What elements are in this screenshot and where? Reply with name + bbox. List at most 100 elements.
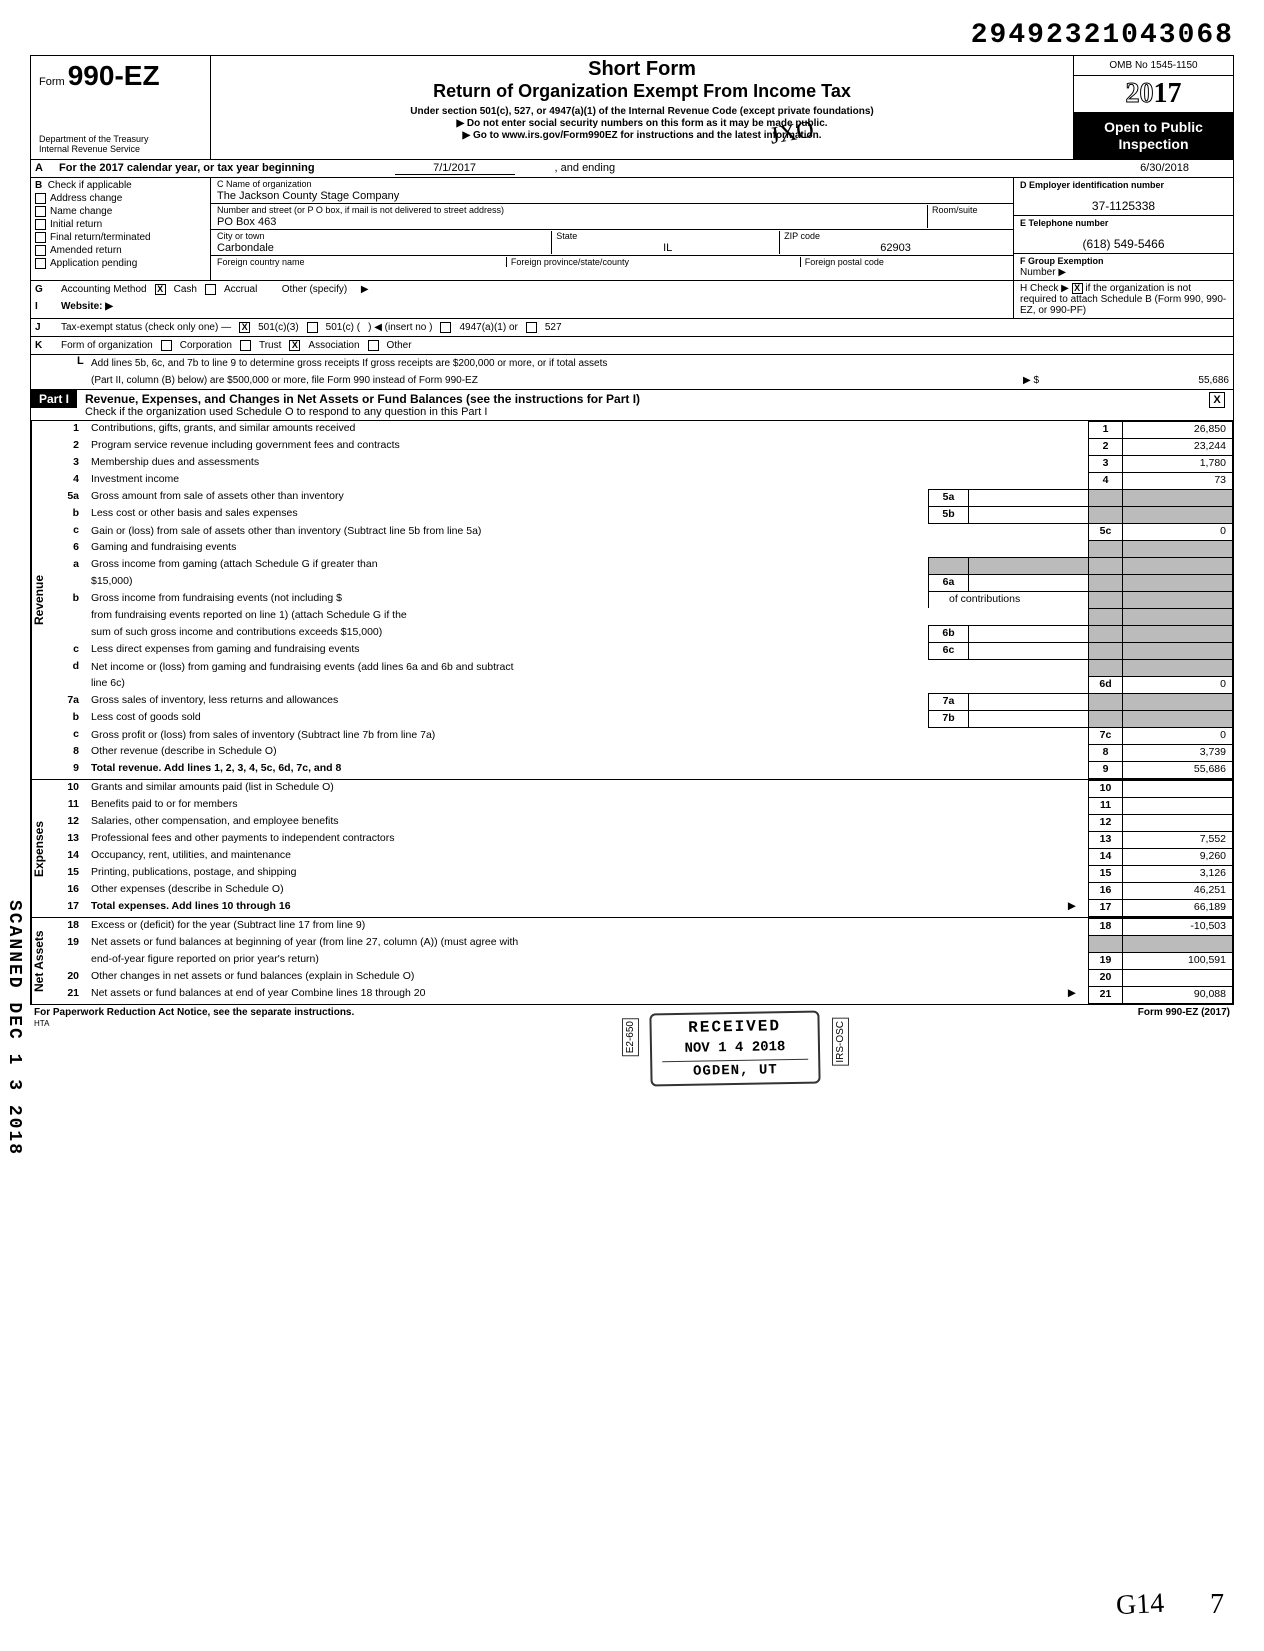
part1-header: Part I Revenue, Expenses, and Changes in…: [31, 390, 1233, 421]
line-9-value[interactable]: 55,686: [1123, 761, 1233, 778]
line-17-desc: Total expenses. Add lines 10 through 16: [91, 900, 291, 912]
j-text: Tax-exempt status (check only one) —: [61, 322, 231, 333]
g-other: Other (specify): [282, 284, 348, 295]
telephone-value[interactable]: (618) 549-5466: [1020, 237, 1227, 251]
org-name[interactable]: The Jackson County Stage Company: [217, 190, 1007, 202]
row-k: K Form of organization Corporation Trust…: [31, 337, 1233, 355]
column-c-org-info: C Name of organization The Jackson Count…: [211, 178, 1013, 280]
label-i: I: [35, 301, 53, 312]
checkbox-initial-return[interactable]: [35, 219, 46, 230]
line-4-value[interactable]: 73: [1123, 472, 1233, 489]
stamp-date: NOV 1 4 2018: [662, 1039, 808, 1058]
checkbox-527[interactable]: [526, 322, 537, 333]
line-6c-mid[interactable]: [969, 642, 1089, 659]
line-20-value[interactable]: [1123, 969, 1233, 986]
checkbox-h[interactable]: X: [1072, 283, 1083, 294]
part1-schedule-o-checkbox[interactable]: X: [1209, 392, 1225, 408]
line-1-desc: Contributions, gifts, grants, and simila…: [87, 421, 1089, 438]
checkbox-corp[interactable]: [161, 340, 172, 351]
tax-year: 2017: [1074, 76, 1233, 113]
j-501c: 501(c) (: [326, 322, 360, 333]
line-13-value[interactable]: 7,552: [1123, 831, 1233, 848]
line-17-value[interactable]: 66,189: [1123, 899, 1233, 916]
line-6-desc: Gaming and fundraising events: [87, 540, 1089, 557]
tax-year-end[interactable]: 6/30/2018: [1140, 162, 1189, 175]
tax-year-begin[interactable]: 7/1/2017: [395, 162, 515, 175]
b-title: Check if applicable: [48, 180, 132, 191]
subtitle-2: ▶ Do not enter social security numbers o…: [219, 118, 1065, 129]
k-corp: Corporation: [180, 340, 232, 351]
line-7a-mid[interactable]: [969, 693, 1089, 710]
line-5c-desc: Gain or (loss) from sale of assets other…: [87, 523, 1089, 540]
line-5c-value[interactable]: 0: [1123, 523, 1233, 540]
line-15-value[interactable]: 3,126: [1123, 865, 1233, 882]
checkbox-accrual[interactable]: [205, 284, 216, 295]
k-trust: Trust: [259, 340, 281, 351]
line-8-value[interactable]: 3,739: [1123, 744, 1233, 761]
line-15-desc: Printing, publications, postage, and shi…: [87, 865, 1089, 882]
row-a-text2: , and ending: [555, 162, 616, 175]
checkbox-other-org[interactable]: [368, 340, 379, 351]
subtitle-1: Under section 501(c), 527, or 4947(a)(1)…: [219, 106, 1065, 117]
line-18-value[interactable]: -10,503: [1123, 918, 1233, 935]
revenue-section: Revenue 1Contributions, gifts, grants, a…: [31, 421, 1233, 780]
checkbox-address-change[interactable]: [35, 193, 46, 204]
checkbox-trust[interactable]: [240, 340, 251, 351]
line-6a-mid[interactable]: [969, 574, 1089, 591]
org-zip[interactable]: 62903: [784, 242, 1007, 254]
stamp-e2: E2-650: [622, 1018, 639, 1056]
b-item-3: Final return/terminated: [50, 232, 151, 243]
org-state[interactable]: IL: [556, 242, 779, 254]
checkbox-app-pending[interactable]: [35, 258, 46, 269]
line-3-value[interactable]: 1,780: [1123, 455, 1233, 472]
line-7b-mid[interactable]: [969, 710, 1089, 727]
checkbox-501c[interactable]: [307, 322, 318, 333]
row-l-2: (Part II, column (B) below) are $500,000…: [31, 372, 1233, 390]
l-text1: Add lines 5b, 6c, and 7b to line 9 to de…: [91, 358, 607, 369]
k-text: Form of organization: [61, 340, 153, 351]
year-prefix: 20: [1126, 78, 1154, 109]
net-assets-section: Net Assets 18Excess or (deficit) for the…: [31, 918, 1233, 1004]
checkbox-cash[interactable]: X: [155, 284, 166, 295]
checkbox-assoc[interactable]: X: [289, 340, 300, 351]
line-12-value[interactable]: [1123, 814, 1233, 831]
line-10-value[interactable]: [1123, 780, 1233, 797]
checkbox-final-return[interactable]: [35, 232, 46, 243]
open-to-public: Open to Public Inspection: [1074, 113, 1233, 159]
line-19-value[interactable]: 100,591: [1123, 952, 1233, 969]
org-city[interactable]: Carbondale: [217, 242, 551, 254]
subtitle-3: ▶ Go to www.irs.gov/Form990EZ for instru…: [219, 130, 1065, 141]
received-stamp: RECEIVED NOV 1 4 2018 OGDEN, UT: [649, 1011, 820, 1087]
checkbox-501c3[interactable]: X: [239, 322, 250, 333]
line-11-desc: Benefits paid to or for members: [87, 797, 1089, 814]
k-other: Other: [387, 340, 412, 351]
part1-subtitle: Check if the organization used Schedule …: [85, 406, 487, 418]
line-2-value[interactable]: 23,244: [1123, 438, 1233, 455]
line-6d-desc2: line 6c): [87, 676, 1089, 693]
line-5a-mid[interactable]: [969, 489, 1089, 506]
checkbox-name-change[interactable]: [35, 206, 46, 217]
line-6b-contrib: of contributions: [949, 593, 1020, 605]
revenue-table: 1Contributions, gifts, grants, and simil…: [53, 421, 1233, 779]
line-11-value[interactable]: [1123, 797, 1233, 814]
line-5b-mid[interactable]: [969, 506, 1089, 523]
expenses-section: Expenses 10Grants and similar amounts pa…: [31, 780, 1233, 918]
line-16-value[interactable]: 46,251: [1123, 882, 1233, 899]
handwriting-1: G14: [1115, 1588, 1165, 1622]
column-def: D Employer identification number 37-1125…: [1013, 178, 1233, 280]
h-text1: H Check ▶: [1020, 283, 1069, 294]
line-6b-mid[interactable]: [969, 625, 1089, 642]
ein-value[interactable]: 37-1125338: [1020, 199, 1227, 213]
checkbox-amended[interactable]: [35, 245, 46, 256]
org-street[interactable]: PO Box 463: [217, 216, 927, 228]
line-21-value[interactable]: 90,088: [1123, 986, 1233, 1003]
c-fc-label: Foreign country name: [217, 257, 506, 267]
line-1-value[interactable]: 26,850: [1123, 421, 1233, 438]
section-bcd: B Check if applicable Address change Nam…: [31, 178, 1233, 281]
line-14-value[interactable]: 9,260: [1123, 848, 1233, 865]
line-7c-value[interactable]: 0: [1123, 727, 1233, 744]
checkbox-4947[interactable]: [440, 322, 451, 333]
expenses-table: 10Grants and similar amounts paid (list …: [53, 780, 1233, 917]
footer-hta: HTA: [34, 1019, 49, 1028]
line-6d-value[interactable]: 0: [1123, 676, 1233, 693]
